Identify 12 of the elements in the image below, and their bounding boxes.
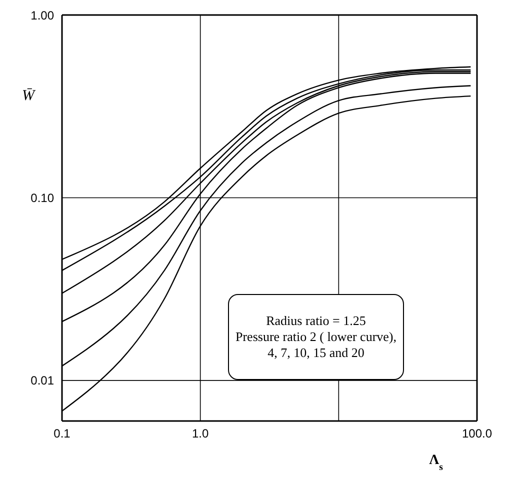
x-tick-label: 0.1 [54,426,71,441]
annotation: Pressure ratio 2 ( lower curve), [234,329,398,345]
annotation: 4, 7, 10, 15 and 20 [266,345,366,361]
annotation: Radius ratio = 1.25 [265,313,367,329]
x-axis-title: Λ$_{s}$ [429,453,444,472]
y-tick-label: 1.00 [30,8,54,22]
y-axis-title: W̄ [22,88,36,104]
note-box: Radius ratio = 1.25 Pressure ratio 2 ( lower curve), 4, 7, 10, 15 and 20 [228,294,404,380]
x-tick-label: 100.0 [462,426,492,441]
y-tick-label: 0.10 [30,190,54,205]
x-tick-label: 1.0 [192,426,209,441]
y-tick-label: 0.01 [30,374,54,388]
